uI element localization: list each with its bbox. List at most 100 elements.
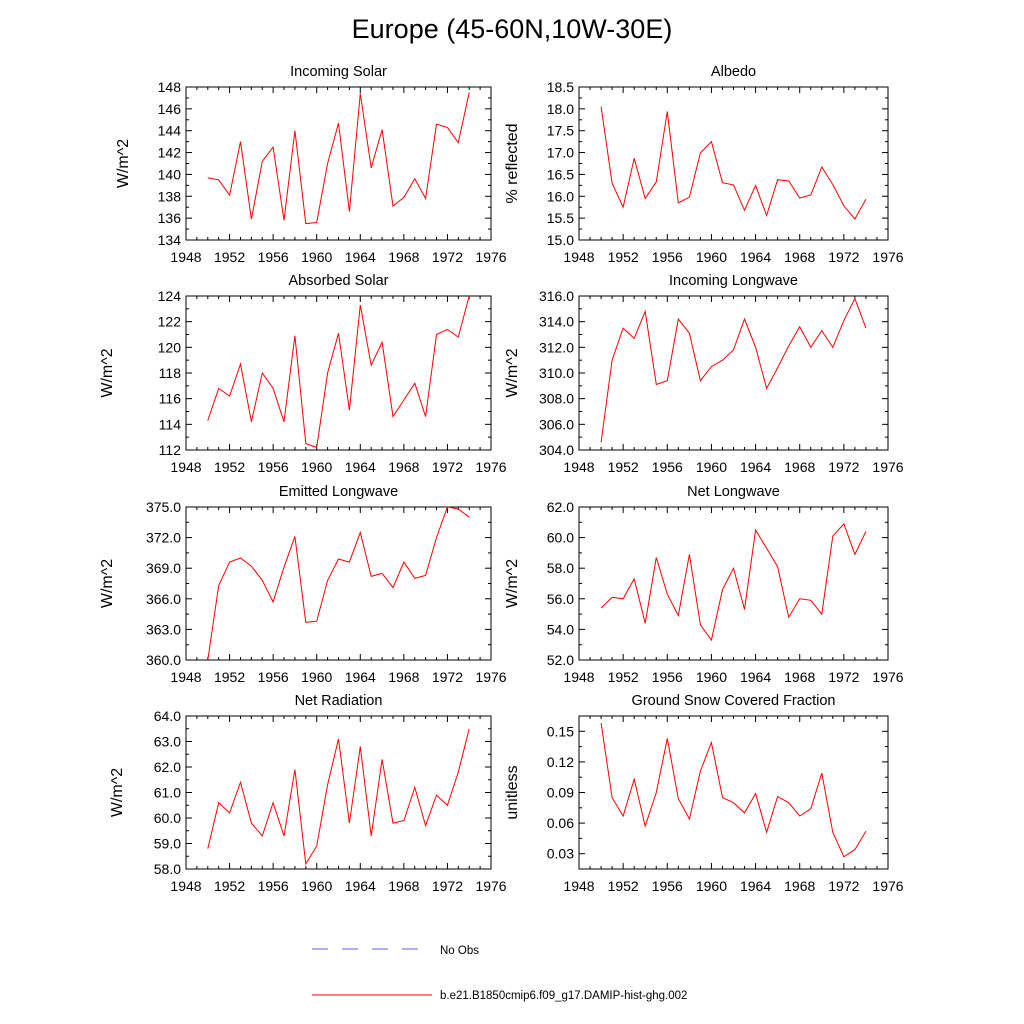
- x-tick-label: 1960: [696, 669, 727, 685]
- y-tick-label: 363.0: [146, 621, 181, 637]
- y-tick-label: 54.0: [547, 621, 574, 637]
- x-tick-label: 1964: [345, 249, 376, 265]
- y-tick-label: 15.5: [547, 210, 574, 226]
- panel-2: 1948 1952 1956 1960 1964 1968 1972 1976 112 114 11…: [99, 273, 507, 475]
- y-tick-label: 17.0: [547, 145, 574, 161]
- panel-title: Incoming Solar: [290, 64, 387, 80]
- y-axis-label: W/m^2: [109, 768, 126, 817]
- panel-title: Ground Snow Covered Fraction: [632, 693, 836, 709]
- y-tick-label: 60.0: [547, 530, 574, 546]
- legend: No Obs b.e21.B1850cmip6.f09_g17.DAMIP-his…: [312, 945, 687, 1002]
- x-tick-label: 1956: [652, 669, 683, 685]
- x-tick-label: 1964: [740, 459, 771, 475]
- y-tick-label: 316.0: [539, 288, 574, 304]
- x-tick-label: 1972: [432, 878, 463, 894]
- x-tick-label: 1952: [214, 459, 245, 475]
- x-tick-label: 1948: [563, 459, 594, 475]
- x-tick-label: 1972: [828, 459, 859, 475]
- plot-frame: [578, 506, 889, 661]
- series-line: [207, 295, 470, 449]
- plot-frame: [185, 86, 492, 241]
- y-tick-label: 360.0: [146, 652, 181, 668]
- x-tick-label: 1976: [872, 249, 903, 265]
- x-tick-label: 1968: [388, 669, 419, 685]
- series-line: [600, 723, 867, 858]
- y-tick-label: 304.0: [539, 442, 574, 458]
- plot-frame: [578, 295, 889, 451]
- y-tick-label: 136: [158, 210, 182, 226]
- x-tick-label: 1968: [784, 249, 815, 265]
- x-tick-label: 1948: [170, 249, 201, 265]
- y-tick-label: 56.0: [547, 591, 574, 607]
- x-tick-label: 1952: [608, 669, 639, 685]
- y-tick-label: 134: [158, 232, 182, 248]
- x-tick-label: 1976: [872, 669, 903, 685]
- x-tick-label: 1952: [608, 878, 639, 894]
- y-axis-label: W/m^2: [504, 559, 521, 608]
- x-tick-label: 1948: [170, 459, 201, 475]
- x-tick-label: 1960: [301, 669, 332, 685]
- y-tick-label: 140: [158, 166, 182, 182]
- series-line: [600, 522, 867, 642]
- series-line: [207, 92, 470, 225]
- y-tick-label: 15.0: [547, 232, 574, 248]
- x-tick-label: 1964: [740, 669, 771, 685]
- x-tick-label: 1960: [696, 459, 727, 475]
- panel-4: 1948 1952 1956 1960 1964 1968 1972 1976 360.0 363…: [99, 484, 507, 685]
- y-tick-label: 18.0: [547, 101, 574, 117]
- panel-0: 1948 1952 1956 1960 1964 1968 1972 1976 134 136 13…: [115, 64, 507, 265]
- y-tick-label: 312.0: [539, 339, 574, 355]
- y-axis-label: W/m^2: [99, 348, 116, 397]
- plot-frame: [578, 86, 889, 241]
- y-tick-label: 314.0: [539, 314, 574, 330]
- y-axis-label: W/m^2: [99, 559, 116, 608]
- x-tick-label: 1968: [784, 459, 815, 475]
- y-tick-label: 58.0: [154, 861, 181, 877]
- y-tick-label: 0.12: [547, 754, 574, 770]
- y-tick-label: 148: [158, 79, 182, 95]
- y-tick-label: 310.0: [539, 365, 574, 381]
- x-tick-label: 1960: [696, 878, 727, 894]
- y-tick-label: 375.0: [146, 499, 181, 515]
- x-tick-label: 1972: [432, 669, 463, 685]
- x-tick-label: 1964: [345, 459, 376, 475]
- y-tick-label: 63.0: [154, 734, 181, 750]
- panel-title: Albedo: [711, 64, 756, 80]
- y-axis-label: unitless: [504, 765, 521, 819]
- x-tick-label: 1948: [563, 249, 594, 265]
- panel-title: Absorbed Solar: [289, 273, 389, 289]
- x-tick-label: 1964: [740, 249, 771, 265]
- y-tick-label: 0.03: [547, 846, 574, 862]
- x-tick-label: 1952: [214, 249, 245, 265]
- y-tick-label: 114: [159, 416, 182, 432]
- y-axis-label: % reflected: [504, 123, 521, 203]
- x-tick-label: 1960: [301, 878, 332, 894]
- x-tick-label: 1948: [563, 878, 594, 894]
- y-tick-label: 17.5: [547, 123, 574, 139]
- x-tick-label: 1956: [258, 459, 289, 475]
- y-tick-label: 61.0: [154, 785, 181, 801]
- y-tick-label: 369.0: [146, 560, 181, 576]
- x-tick-label: 1972: [432, 249, 463, 265]
- x-tick-label: 1960: [696, 249, 727, 265]
- panel-6: 1948 1952 1956 1960 1964 1968 1972 1976 58.0 59.0…: [109, 693, 507, 894]
- y-tick-label: 112: [159, 442, 182, 458]
- x-tick-label: 1956: [652, 878, 683, 894]
- y-tick-label: 52.0: [547, 652, 574, 668]
- x-tick-label: 1956: [258, 878, 289, 894]
- x-tick-label: 1976: [872, 878, 903, 894]
- series-line: [600, 106, 867, 220]
- y-tick-label: 60.0: [154, 810, 181, 826]
- y-tick-label: 122: [158, 314, 182, 330]
- panel-title: Emitted Longwave: [279, 484, 398, 500]
- y-tick-label: 146: [158, 101, 182, 117]
- y-tick-label: 18.5: [547, 79, 574, 95]
- y-tick-label: 118: [159, 365, 182, 381]
- x-tick-label: 1956: [258, 249, 289, 265]
- y-tick-label: 16.5: [547, 166, 574, 182]
- panel-5: 1948 1952 1956 1960 1964 1968 1972 1976 52.0 54.0…: [504, 484, 904, 685]
- y-tick-label: 116: [159, 391, 182, 407]
- series-line: [207, 506, 470, 661]
